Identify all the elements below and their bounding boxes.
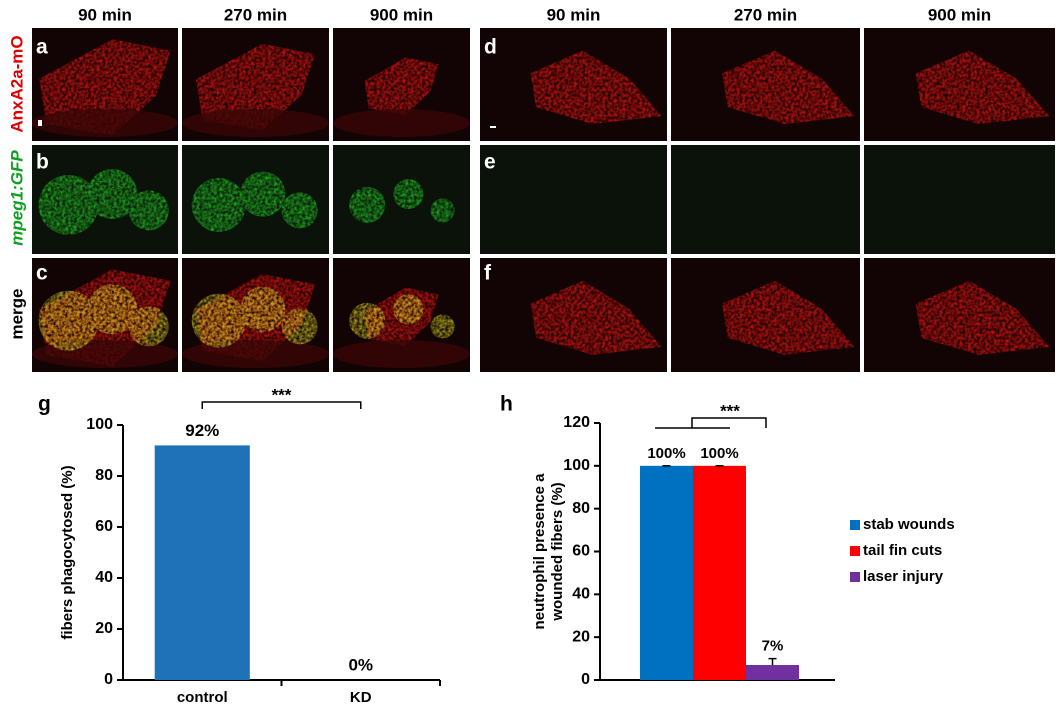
legend-label: stab wounds (863, 516, 955, 533)
gfp-blob (430, 314, 455, 339)
gfp-signal (349, 294, 455, 339)
fiber-glow (182, 340, 329, 368)
y-tick-label: 0 (104, 671, 113, 688)
gfp-blob (87, 169, 138, 220)
gfp-signal (349, 179, 455, 223)
y-tick-label: 120 (563, 414, 590, 431)
fiber-glow (32, 109, 178, 137)
y-tick-label: 20 (572, 628, 590, 645)
fiber (364, 57, 439, 116)
scale-bar (38, 120, 42, 126)
y-axis-label: neutrophil presence a (531, 473, 548, 630)
bar (640, 465, 693, 680)
legend-swatch (850, 546, 860, 556)
gfp-blob (128, 190, 169, 231)
row-label: mpeg1:GFP (7, 150, 26, 246)
significance-bracket (691, 417, 767, 428)
significance: *** (272, 385, 292, 404)
y-tick-label: 80 (572, 500, 590, 517)
fiber-glow (333, 340, 470, 368)
gfp-blob (393, 294, 424, 325)
panel-letter: f (484, 262, 492, 285)
column-header: 270 min (734, 5, 797, 24)
chart-letter: h (500, 393, 513, 416)
bar (746, 665, 799, 680)
micrograph (480, 145, 667, 254)
fiber (530, 280, 662, 355)
panel-letter: d (484, 36, 497, 59)
y-tick-label: 40 (572, 586, 590, 603)
significance: *** (720, 401, 740, 420)
panel-letter: c (36, 262, 48, 285)
y-tick-label: 100 (86, 416, 113, 433)
micrograph (671, 145, 860, 254)
gfp-blob (38, 290, 99, 351)
gfp-blob (87, 284, 138, 335)
micrograph (864, 145, 1055, 254)
y-tick-label: 80 (95, 467, 113, 484)
y-axis-label: wounded fibers (%) (549, 482, 566, 621)
column-header: 90 min (78, 5, 132, 24)
gfp-blob (191, 177, 246, 232)
value-label: 92% (185, 421, 219, 440)
gfp-blob (430, 198, 455, 223)
fiber (722, 280, 855, 355)
column-header: 270 min (224, 5, 287, 24)
fiber-glow (182, 109, 329, 137)
y-tick-label: 40 (95, 569, 113, 586)
y-tick-label: 60 (95, 518, 113, 535)
significance-bracket (201, 401, 362, 409)
panel-letter: e (484, 151, 496, 174)
value-label: 100% (700, 445, 738, 462)
panel-letter: a (36, 36, 48, 59)
y-tick-label: 20 (95, 620, 113, 637)
bar (693, 465, 746, 680)
fiber (722, 50, 855, 125)
y-tick-label: 60 (572, 543, 590, 560)
column-header: 900 min (928, 5, 991, 24)
error-bar (768, 657, 777, 666)
x-tick-label: control (177, 689, 228, 706)
fiber (530, 50, 662, 125)
row-label: AnxA2a-mO (7, 35, 26, 132)
gfp-blob (281, 308, 318, 345)
gfp-signal (38, 284, 169, 351)
gfp-signal (191, 171, 318, 232)
row-label: merge (7, 288, 26, 339)
gfp-signal (191, 286, 318, 348)
gfp-blob (240, 286, 286, 332)
column-header: 90 min (547, 5, 601, 24)
fiber (915, 50, 1050, 125)
gfp-blob (349, 186, 386, 223)
x-tick-label: KD (350, 689, 372, 706)
bar (154, 445, 250, 680)
scale-bar (490, 126, 496, 128)
gfp-blob (281, 192, 318, 229)
gfp-blob (393, 179, 424, 210)
gfp-blob (240, 171, 286, 217)
legend-swatch (850, 520, 860, 530)
column-header: 900 min (370, 5, 433, 24)
fiber (195, 43, 316, 131)
chart-letter: g (38, 393, 51, 416)
fiber (915, 280, 1050, 355)
legend-swatch (850, 572, 860, 582)
gfp-blob (191, 293, 246, 348)
legend-label: laser injury (863, 568, 944, 585)
y-tick-label: 100 (563, 457, 590, 474)
value-label: 100% (647, 445, 685, 462)
fiber-glow (333, 109, 470, 137)
panel-letter: b (36, 151, 49, 174)
gfp-blob (128, 306, 169, 347)
y-tick-label: 0 (581, 671, 590, 688)
gfp-blob (349, 302, 386, 339)
value-label: 7% (762, 638, 784, 655)
gfp-signal (38, 169, 169, 235)
y-axis-label: fibers phagocytosed (%) (59, 465, 76, 639)
value-label: 0% (348, 655, 373, 674)
gfp-blob (38, 174, 99, 235)
legend-label: tail fin cuts (863, 542, 942, 559)
